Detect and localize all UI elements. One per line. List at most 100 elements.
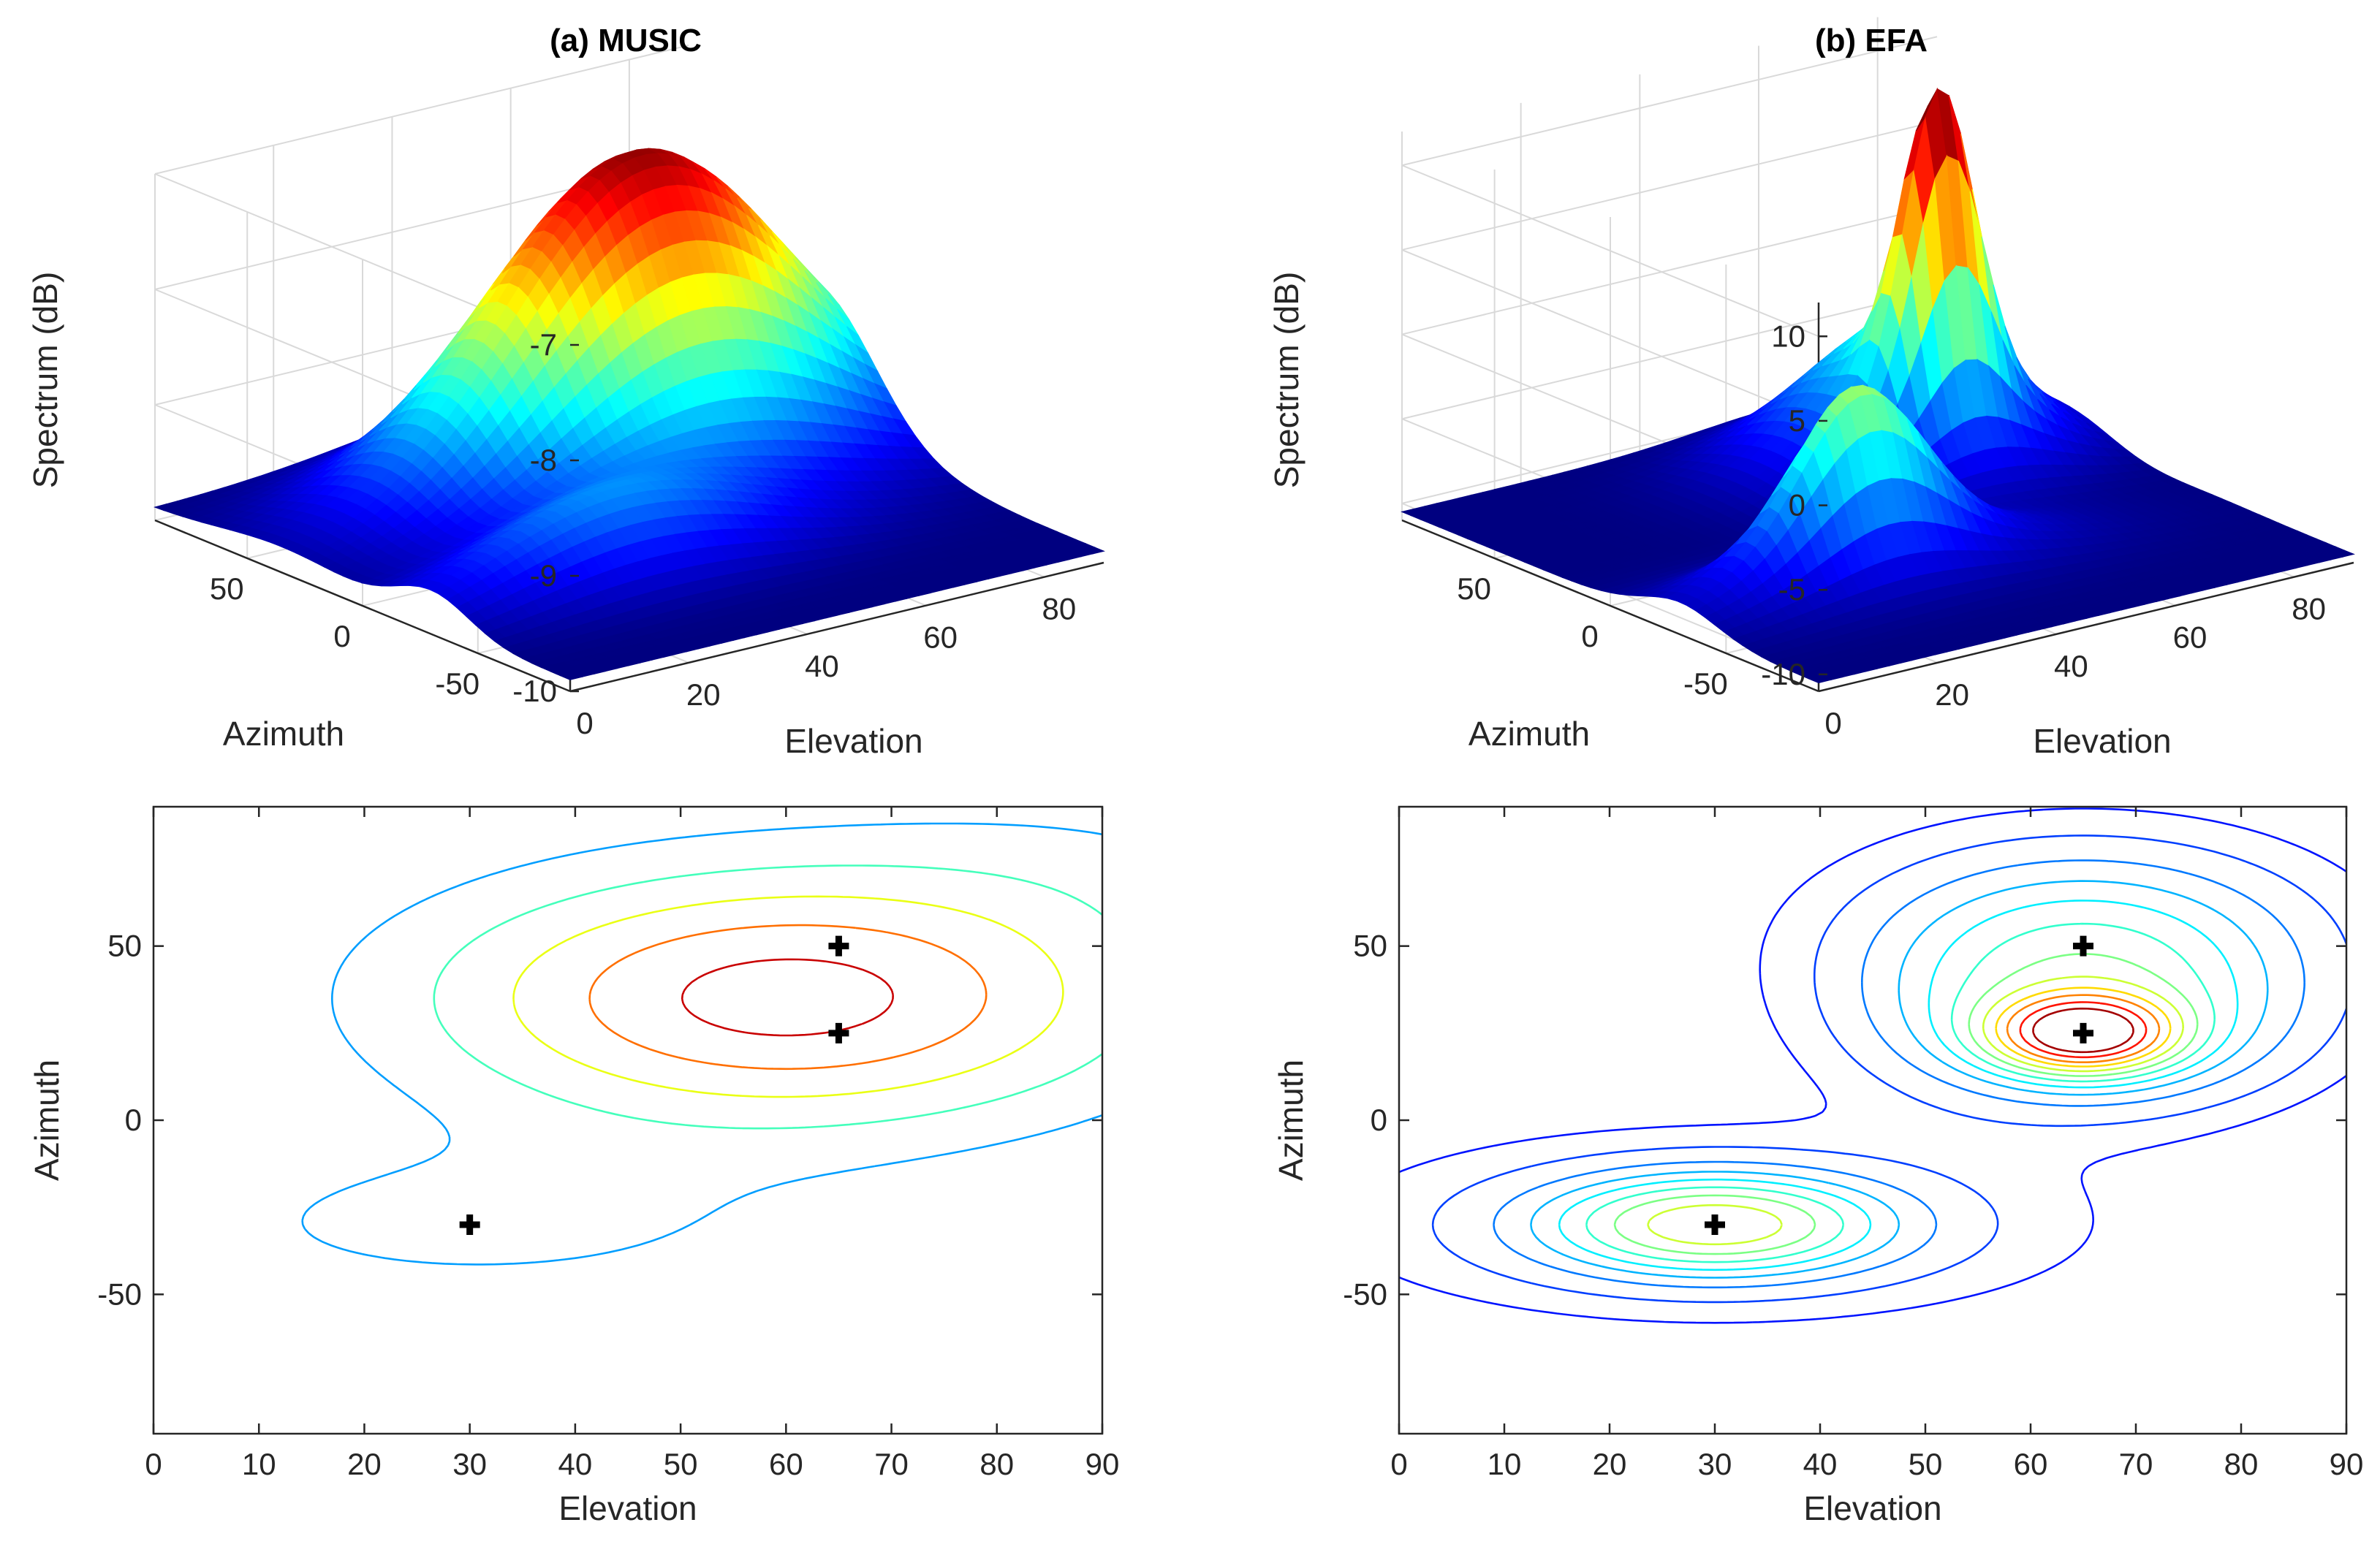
elevation-tick-label: 20 (1593, 1447, 1627, 1481)
elevation-tick-label: 0 (145, 1447, 162, 1481)
elevation-tick-label: 60 (923, 620, 958, 655)
elevation-axis-label: Elevation (1803, 1489, 1941, 1527)
wall-gridline (1401, 120, 1938, 251)
azimuth-tick-label: 50 (210, 571, 244, 606)
elevation-tick-label: 10 (1488, 1447, 1522, 1481)
elevation-tick-label: 40 (1803, 1447, 1838, 1481)
azimuth-tick-label: -50 (1343, 1277, 1387, 1311)
elevation-tick-label: 30 (452, 1447, 487, 1481)
elevation-tick-label: 40 (805, 649, 839, 683)
elevation-tick-label: 70 (874, 1447, 909, 1481)
azimuth-tick-label: -50 (97, 1277, 142, 1311)
source-marker (828, 935, 849, 957)
wall-gridline (1401, 289, 1938, 420)
azimuth-axis-label: Azimuth (28, 1060, 66, 1181)
z-axis-label: Spectrum (dB) (1267, 272, 1305, 489)
elevation-tick-label: 0 (1390, 1447, 1407, 1481)
z-tick-label: 0 (1789, 488, 1805, 522)
z-tick-label: -10 (1761, 657, 1805, 691)
contour-level-4 (588, 924, 988, 1071)
surface-mesh (153, 148, 1105, 680)
wall-gridline (1401, 205, 1938, 335)
elevation-tick-label: 70 (2119, 1447, 2153, 1481)
source-marker (1705, 1214, 1725, 1235)
contour-level-2 (433, 864, 1102, 1130)
contour-level-5 (1558, 900, 2239, 1271)
elevation-tick-label: 10 (242, 1447, 276, 1481)
wall-gridline (1401, 248, 1819, 422)
wall-gridline (1401, 164, 1819, 338)
source-marker (2073, 1022, 2093, 1043)
azimuth-axis-label: Azimuth (1272, 1060, 1310, 1181)
surface-patch (1081, 547, 1105, 555)
elevation-tick-label: 40 (558, 1447, 593, 1481)
contour-lines (301, 822, 1102, 1266)
elevation-axis-line (1818, 561, 2354, 693)
elevation-tick-label: 80 (2224, 1447, 2259, 1481)
contour-lines (1399, 807, 2346, 1324)
elevation-tick-label: 80 (2292, 592, 2326, 626)
azimuth-axis-label: Azimuth (223, 715, 344, 753)
elevation-axis-label: Elevation (558, 1489, 697, 1527)
elevation-tick-label: 90 (1085, 1447, 1120, 1481)
contour-level-3 (512, 895, 1064, 1098)
surface-tick-labels: -7 -8 -9 -10 50 0 -50 0 20 40 60 80 (210, 327, 1076, 740)
elevation-tick-label: 80 (979, 1447, 1014, 1481)
wall-gridline (1401, 36, 1938, 167)
elevation-tick-label: 30 (1698, 1447, 1732, 1481)
elevation-tick-label: 20 (1935, 677, 1969, 712)
panel-title-music: (a) MUSIC (550, 23, 702, 58)
elevation-axis-label: Elevation (784, 722, 922, 760)
source-marker (828, 1022, 849, 1043)
z-tick-label: -10 (512, 674, 557, 708)
elevation-axis-line (569, 561, 1104, 693)
elevation-tick-label: 50 (1909, 1447, 1943, 1481)
azimuth-tick-label: 0 (125, 1103, 142, 1137)
elevation-tick-label: 60 (2173, 620, 2207, 655)
z-tick-label: -7 (530, 327, 557, 362)
z-tick-label: 5 (1789, 403, 1805, 438)
azimuth-axis-line (154, 519, 571, 693)
contour-frame (1398, 805, 2348, 1435)
azimuth-axis-line (1401, 519, 1819, 693)
elevation-axis-label: Elevation (2033, 722, 2171, 760)
contour-plot-efa: 0 10 20 30 40 50 60 70 80 90 50 0 -50 Elevation Azimut… (1272, 805, 2364, 1527)
contour-level-1 (1399, 807, 2346, 1324)
surface-mesh (1401, 87, 2355, 684)
elevation-tick-label: 80 (1042, 592, 1077, 626)
azimuth-tick-label: 0 (1371, 1103, 1387, 1137)
azimuth-tick-label: 50 (1353, 929, 1387, 963)
elevation-tick-label: 40 (2054, 649, 2088, 683)
contour-level-1 (301, 822, 1102, 1266)
azimuth-tick-label: -50 (1683, 666, 1728, 701)
azimuth-tick-label: 0 (333, 619, 350, 653)
z-tick-label: 10 (1771, 319, 1805, 353)
elevation-tick-label: 60 (769, 1447, 803, 1481)
z-axis-label: Spectrum (dB) (26, 272, 64, 489)
elevation-tick-label: 50 (664, 1447, 698, 1481)
elevation-tick-label: 0 (576, 706, 593, 740)
panel-title-efa: (b) EFA (1815, 23, 1928, 58)
elevation-tick-label: 20 (686, 677, 721, 712)
contour-plot-music: 0 10 20 30 40 50 60 70 80 90 50 0 -50 Elevation Azimut… (28, 805, 1119, 1527)
contour-level-8 (1647, 976, 2184, 1246)
contour-ticks: 0 10 20 30 40 50 60 70 80 90 50 0 -50 (97, 807, 1119, 1481)
surface-plot-music: -7 -8 -9 -10 50 0 -50 0 20 40 60 80 Spectrum (dB) Azi… (26, 45, 1105, 760)
azimuth-tick-label: 50 (107, 929, 142, 963)
elevation-tick-label: 0 (1824, 706, 1841, 740)
contour-level-5 (681, 958, 894, 1037)
z-tick-label: -5 (1778, 572, 1805, 607)
z-tick-label: -8 (530, 443, 557, 477)
azimuth-axis-label: Azimuth (1468, 715, 1590, 753)
elevation-tick-label: 20 (347, 1447, 382, 1481)
elevation-tick-label: 60 (2014, 1447, 2048, 1481)
azimuth-tick-label: 0 (1581, 619, 1598, 653)
z-tick-label: -9 (530, 558, 557, 593)
wall-gridline (154, 45, 689, 175)
azimuth-tick-label: -50 (435, 666, 480, 701)
elevation-tick-label: 90 (2330, 1447, 2364, 1481)
contour-frame (152, 805, 1104, 1435)
azimuth-tick-label: 50 (1457, 571, 1491, 606)
